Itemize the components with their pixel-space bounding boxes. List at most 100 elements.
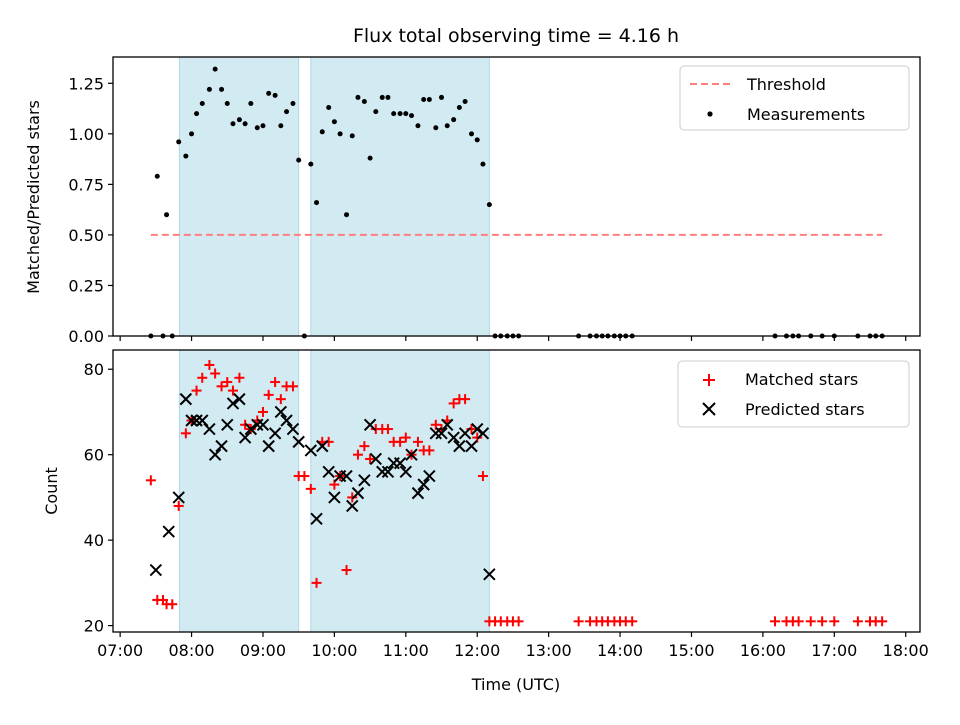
measurement-point bbox=[219, 86, 225, 92]
measurement-point bbox=[319, 129, 325, 135]
predicted-marker-b bbox=[405, 448, 418, 461]
measurement-point bbox=[266, 90, 272, 96]
predicted-marker-b bbox=[435, 427, 448, 440]
predicted-star-point bbox=[172, 491, 185, 504]
predicted-star-point bbox=[441, 418, 454, 431]
predicted-star-point bbox=[423, 469, 436, 483]
predicted-marker-b bbox=[316, 439, 329, 453]
matched-star-point bbox=[400, 432, 411, 443]
predicted-star-point bbox=[340, 469, 353, 483]
matched-star-point bbox=[173, 500, 184, 511]
predicted-marker-b bbox=[310, 512, 323, 525]
predicted-star-point bbox=[393, 457, 407, 470]
predicted-marker-b bbox=[149, 563, 163, 577]
bottom-shaded-span bbox=[310, 350, 490, 632]
top-legend: Threshold Measurements bbox=[679, 65, 910, 131]
predicted-star-point bbox=[476, 427, 490, 440]
bottom-y-ticks: 20 40 60 80 bbox=[84, 360, 113, 636]
measurement-point bbox=[176, 139, 182, 145]
predicted-star-point bbox=[435, 427, 448, 440]
matched-star-point bbox=[382, 424, 393, 435]
bottom-y-tick-label: 60 bbox=[84, 446, 104, 465]
x-tick-label: 07:00 bbox=[97, 641, 143, 660]
predicted-star-point bbox=[162, 525, 175, 538]
predicted-marker-b bbox=[208, 448, 222, 461]
matched-star-point bbox=[513, 616, 524, 627]
x-tick-label: 17:00 bbox=[811, 641, 857, 660]
measurement-point bbox=[154, 173, 160, 179]
predicted-star-point bbox=[399, 465, 413, 478]
predicted-star-point bbox=[471, 422, 484, 436]
matched-star-point bbox=[197, 372, 208, 383]
matched-star-point bbox=[145, 475, 156, 486]
measurement-point bbox=[314, 200, 320, 206]
predicted-marker-b bbox=[280, 414, 293, 427]
predicted-star-point bbox=[453, 439, 466, 453]
predicted-star-point bbox=[215, 439, 228, 453]
predicted-marker-b bbox=[203, 422, 216, 436]
predicted-marker-b bbox=[346, 499, 359, 513]
measurement-point bbox=[474, 137, 480, 143]
matched-star-point bbox=[311, 577, 322, 588]
predicted-marker-b bbox=[447, 431, 460, 444]
top-shaded-span bbox=[179, 57, 299, 336]
matched-legend-swatch bbox=[703, 374, 715, 386]
bottom-y-tick-label: 40 bbox=[84, 531, 104, 550]
x-tick-label: 09:00 bbox=[240, 641, 286, 660]
bottom-y-axis-label: Count bbox=[42, 467, 61, 515]
predicted-marker-b bbox=[179, 392, 193, 406]
top-y-tick-label: 0.75 bbox=[68, 175, 104, 194]
bottom-legend-box bbox=[677, 360, 910, 428]
measurement-point bbox=[344, 212, 350, 218]
top-panel: 0.00 0.25 0.50 0.75 1.00 1.25 Matched/Predict… bbox=[24, 56, 921, 346]
measurement-point bbox=[456, 105, 462, 111]
measurement-point bbox=[462, 98, 468, 104]
top-y-tick-label: 1.00 bbox=[68, 125, 104, 144]
predicted-marker-b bbox=[429, 427, 443, 440]
measurement-point bbox=[409, 113, 415, 119]
predicted-marker-b bbox=[226, 397, 240, 410]
predicted-star-point bbox=[351, 486, 365, 500]
top-axes-frame bbox=[112, 56, 921, 337]
matched-star-point bbox=[852, 616, 863, 627]
measurement-point bbox=[212, 66, 218, 72]
measurement-point bbox=[278, 123, 284, 129]
predicted-star-point bbox=[233, 392, 246, 406]
predicted-marker-b bbox=[256, 418, 270, 431]
predicted-star-point bbox=[292, 435, 305, 449]
predicted-marker-b bbox=[274, 405, 288, 419]
predicted-marker-b bbox=[358, 474, 371, 487]
bottom-axes-frame bbox=[112, 349, 921, 633]
predicted-star-point bbox=[244, 422, 258, 436]
x-tick-label: 08:00 bbox=[169, 641, 215, 660]
measurement-point bbox=[451, 117, 457, 123]
x-tick-label: 14:00 bbox=[597, 641, 643, 660]
matched-star-point bbox=[204, 359, 215, 370]
matched-star-point bbox=[460, 394, 471, 405]
matched-star-point bbox=[275, 394, 286, 405]
top-y-tick-label: 1.25 bbox=[68, 74, 104, 93]
matched-star-point bbox=[352, 449, 363, 460]
predicted-star-point bbox=[149, 563, 163, 577]
matched-star-point bbox=[299, 471, 310, 482]
top-y-tick-label: 0.00 bbox=[68, 327, 104, 346]
predicted-marker-b bbox=[393, 457, 407, 470]
predicted-star-point bbox=[458, 427, 472, 440]
matched-star-point bbox=[216, 381, 227, 392]
measurement-point bbox=[242, 121, 248, 127]
matched-star-point bbox=[263, 389, 274, 400]
predicted-marker-b bbox=[162, 525, 175, 538]
matched-star-point bbox=[359, 441, 370, 452]
matched-star-point bbox=[770, 616, 781, 627]
predicted-marker-b bbox=[196, 414, 209, 427]
x-tick-label: 18:00 bbox=[883, 641, 929, 660]
predicted-star-point bbox=[358, 474, 371, 487]
measurement-point bbox=[296, 157, 302, 163]
chart-title: Flux total observing time = 4.16 h bbox=[353, 25, 679, 47]
matched-star-point bbox=[167, 599, 178, 610]
matched-star-point bbox=[347, 492, 358, 503]
matched-stars-series bbox=[145, 359, 888, 627]
measurement-point bbox=[355, 94, 361, 100]
measurement-point bbox=[189, 131, 195, 137]
